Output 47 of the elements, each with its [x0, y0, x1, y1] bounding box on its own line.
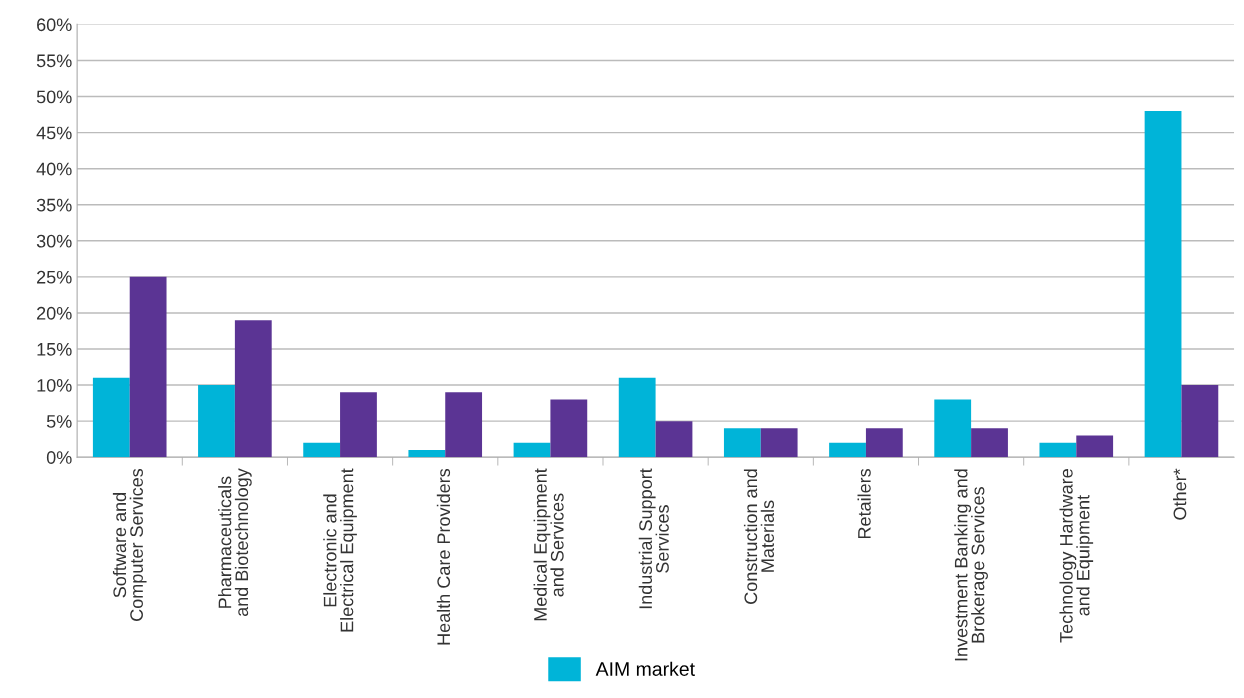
- y-tick-label: 0%: [46, 451, 72, 464]
- bar: [760, 428, 798, 458]
- bar: [1076, 435, 1114, 458]
- y-tick-label: 45%: [36, 126, 72, 140]
- x-tick-label: Technology Hardware and Equipment: [1059, 469, 1094, 643]
- bar: [513, 442, 551, 458]
- bar: [234, 320, 272, 458]
- y-tick-label: 10%: [37, 379, 72, 392]
- bar: [445, 392, 483, 458]
- bar: [1039, 442, 1077, 458]
- y-tick-label: 40%: [36, 162, 72, 176]
- x-tick-label: Pharmaceuticals and Biotechnology: [218, 468, 252, 617]
- y-tick-label: 50%: [36, 90, 72, 104]
- x-tick-label: Electronic and Electrical Equipment: [323, 468, 357, 632]
- bar: [408, 449, 446, 458]
- y-tick-label: 25%: [37, 270, 72, 284]
- y-tick-label: 30%: [36, 234, 72, 248]
- x-tick-label: Investment Banking and Brokerage Services: [954, 469, 988, 661]
- bar: [829, 442, 866, 458]
- y-tick-label: 60%: [37, 18, 72, 32]
- bar: [129, 276, 167, 458]
- legend-label: AIM market: [595, 661, 695, 676]
- bar: [655, 421, 693, 458]
- bar: [1144, 110, 1182, 458]
- bar: [865, 428, 903, 458]
- bar: [618, 377, 656, 458]
- bar: [971, 428, 1008, 458]
- bar: [934, 399, 972, 458]
- x-tick-label: Industrial Support Services: [638, 468, 669, 609]
- x-tick-label: Health Care Providers: [436, 468, 451, 645]
- x-tick-label: Other*: [1173, 468, 1187, 520]
- bar: [550, 399, 588, 458]
- y-tick-label: 5%: [46, 415, 72, 428]
- bar: [198, 385, 235, 458]
- y-tick-label: 55%: [36, 54, 72, 68]
- bar: [340, 392, 377, 458]
- y-tick-label: 20%: [37, 306, 72, 320]
- x-tick-label: Construction and Materials: [743, 469, 775, 604]
- bar: [1181, 385, 1219, 458]
- x-tick-label: Medical Equipment and Services: [533, 468, 564, 621]
- x-tick-label: Software and Computer Services: [112, 468, 147, 621]
- bar: [303, 442, 341, 458]
- x-tick-label: Retailers: [857, 468, 871, 539]
- y-tick-label: 15%: [37, 343, 72, 356]
- bar: [92, 377, 130, 458]
- bar: [723, 428, 761, 458]
- y-tick-label: 35%: [36, 198, 72, 212]
